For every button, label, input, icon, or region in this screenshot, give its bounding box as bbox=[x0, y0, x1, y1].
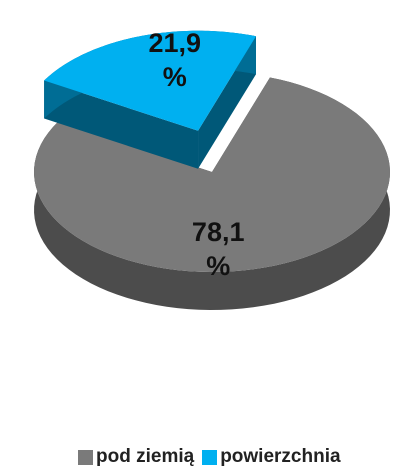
slice-wall bbox=[44, 80, 199, 169]
value-label: 21,9 % bbox=[148, 28, 202, 93]
legend-label: pod ziemią bbox=[96, 446, 195, 467]
slice bbox=[44, 30, 256, 131]
legend-label: powierzchnia bbox=[220, 446, 341, 467]
legend-item: powierzchnia bbox=[202, 446, 341, 468]
slice bbox=[34, 77, 390, 272]
legend-swatch bbox=[78, 449, 93, 465]
value-label: 78,1 % bbox=[191, 216, 245, 281]
legend-item: pod ziemią bbox=[78, 446, 194, 468]
legend-swatch bbox=[202, 449, 218, 465]
